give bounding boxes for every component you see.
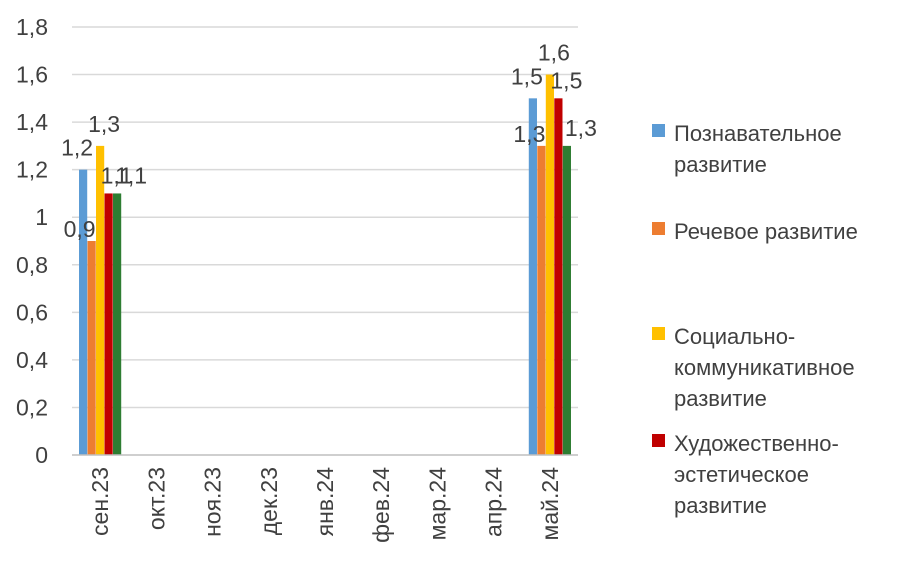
- legend-swatch: [652, 222, 665, 235]
- bar: [104, 193, 113, 455]
- legend-label: Художественно-: [674, 431, 839, 456]
- legend-label: развитие: [674, 386, 767, 411]
- bar: [113, 193, 122, 455]
- legend-swatch: [652, 124, 665, 137]
- data-label: 1,5: [550, 67, 582, 93]
- legend-swatch: [652, 327, 665, 340]
- bars: [79, 74, 571, 456]
- y-tick-label: 0,2: [16, 394, 48, 420]
- legend-label: развитие: [674, 152, 767, 177]
- y-tick-label: 0,6: [16, 299, 48, 325]
- legend-label: коммуникативное: [674, 355, 855, 380]
- x-tick-label: апр.24: [481, 467, 507, 537]
- y-tick-label: 1,8: [16, 14, 48, 40]
- y-tick-label: 1,4: [16, 109, 48, 135]
- bar: [528, 98, 537, 455]
- data-label: 0,9: [64, 216, 96, 242]
- data-label: 1,3: [565, 115, 597, 141]
- y-tick-label: 1: [35, 204, 48, 230]
- legend: Познавательное развитие Речевое развитие Со…: [652, 121, 858, 518]
- x-tick-label: фев.24: [368, 467, 394, 543]
- y-tick-label: 0: [35, 442, 48, 468]
- data-label: 1,3: [88, 111, 120, 137]
- x-tick-label: май.24: [537, 467, 563, 541]
- bar: [96, 145, 105, 455]
- bar: [87, 241, 96, 455]
- bar: [562, 145, 571, 455]
- legend-label: эстетическое: [674, 462, 809, 487]
- legend-label: развитие: [674, 493, 767, 518]
- bar: [79, 169, 88, 455]
- data-label: 1,5: [511, 63, 543, 89]
- data-label: 1,6: [538, 40, 570, 66]
- x-axis-tick-labels: сен.23 окт.23 ноя.23 дек.23 янв.24 фев.24 мар.…: [87, 467, 563, 543]
- x-tick-label: мар.24: [424, 467, 450, 541]
- data-label: 1,1: [101, 162, 133, 188]
- legend-label: Речевое развитие: [674, 219, 858, 244]
- x-tick-label: сен.23: [87, 467, 113, 536]
- bar: [537, 145, 546, 455]
- bar: [554, 98, 563, 455]
- data-label: 1,2: [61, 135, 93, 161]
- y-tick-label: 1,6: [16, 62, 48, 88]
- y-tick-label: 0,8: [16, 252, 48, 278]
- data-label: 1,1: [115, 162, 147, 188]
- legend-swatch: [652, 434, 665, 447]
- y-tick-label: 1,2: [16, 157, 48, 183]
- x-tick-label: дек.23: [256, 467, 282, 535]
- data-label: 1,3: [513, 121, 545, 147]
- y-axis-tick-labels: 0 0,2 0,4 0,6 0,8 1 1,2 1,4 1,6 1,8: [16, 14, 48, 468]
- gridlines: [72, 26, 578, 409]
- x-tick-label: окт.23: [143, 467, 169, 530]
- y-tick-label: 0,4: [16, 347, 48, 373]
- x-tick-label: ноя.23: [200, 467, 226, 537]
- legend-label: Познавательное: [674, 121, 842, 146]
- bar: [545, 74, 554, 456]
- data-labels: 1,2 1,5 0,9 1,3 1,3 1,6 1,1 1,5 1,1 1,3: [61, 40, 597, 242]
- x-tick-label: янв.24: [312, 467, 338, 537]
- legend-label: Социально-: [674, 324, 795, 349]
